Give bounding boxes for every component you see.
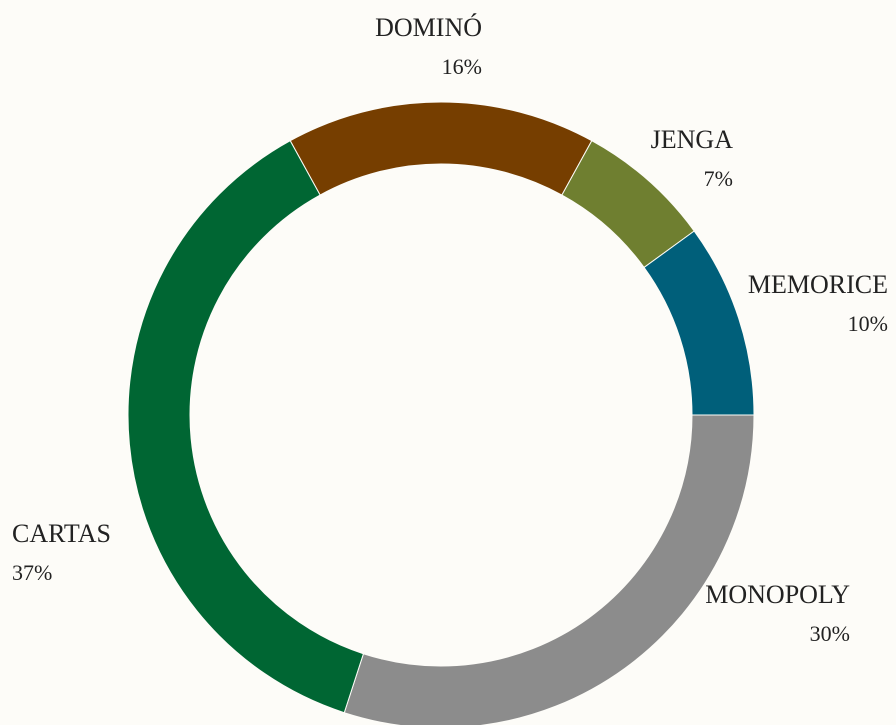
segment-label: DOMINÓ xyxy=(375,13,482,42)
segment-label: MEMORICE xyxy=(748,270,888,299)
value-label: 37% xyxy=(12,560,52,585)
donut-segment xyxy=(289,101,593,196)
donut-segment xyxy=(643,230,755,416)
value-label: 7% xyxy=(704,166,733,191)
value-label: 10% xyxy=(848,311,888,336)
segment-label: JENGA xyxy=(651,125,734,154)
donut-segment xyxy=(127,140,365,714)
segment-label: CARTAS xyxy=(12,519,111,548)
donut-segment xyxy=(343,414,755,725)
value-label: 16% xyxy=(442,54,482,79)
value-label: 30% xyxy=(810,621,850,646)
segment-label: MONOPOLY xyxy=(705,580,850,609)
